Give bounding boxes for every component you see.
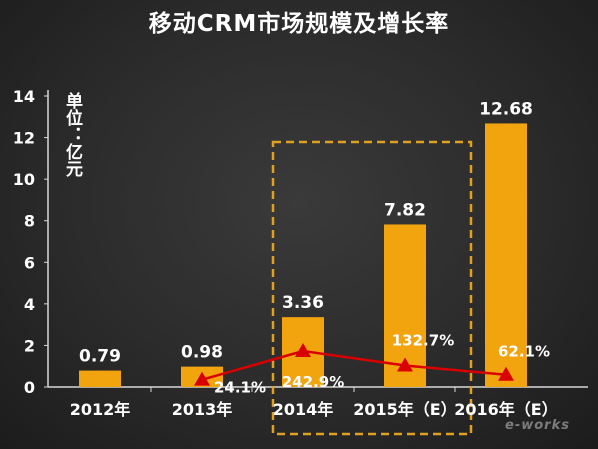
growth-label-3: 62.1% [498,343,550,361]
bar-0 [79,370,121,387]
bar-value-label-2: 3.36 [282,293,324,313]
y-tick-label-0: 0 [24,378,35,397]
bar-value-label-1: 0.98 [181,343,223,363]
x-tick-label-1: 2013年 [172,400,233,419]
y-tick-label-6: 12 [13,129,35,148]
growth-marker-2 [397,357,413,372]
growth-line [201,349,507,381]
y-tick-label-3: 6 [24,253,35,272]
bar-value-label-0: 0.79 [79,347,121,367]
growth-label-2: 132.7% [392,331,454,349]
y-tick-label-7: 14 [13,87,35,106]
growth-label-0: 24.1% [214,379,266,397]
bar-value-label-4: 12.68 [479,99,533,119]
x-tick-label-3: 2015年（E） [353,400,456,419]
x-tick-label-2: 2014年 [273,400,334,419]
watermark-logo: e-works [505,418,570,433]
growth-marker-3 [498,366,514,381]
growth-label-1: 242.9% [282,373,344,391]
growth-marker-0 [194,371,210,386]
x-tick-label-0: 2012年 [70,400,131,419]
bar-4 [485,123,527,388]
highlight-box [271,140,473,436]
x-tick-label-4: 2016年（E） [454,400,557,419]
unit-label: 单位：亿元 [62,92,82,177]
chart-title: 移动CRM市场规模及增长率 [148,11,450,37]
growth-marker-1 [295,343,311,358]
y-tick-label-5: 10 [13,170,35,189]
y-tick-label-1: 2 [24,336,35,355]
y-tick-label-2: 4 [24,295,35,314]
bar-value-label-3: 7.82 [384,200,426,220]
y-tick-label-4: 8 [24,212,35,231]
